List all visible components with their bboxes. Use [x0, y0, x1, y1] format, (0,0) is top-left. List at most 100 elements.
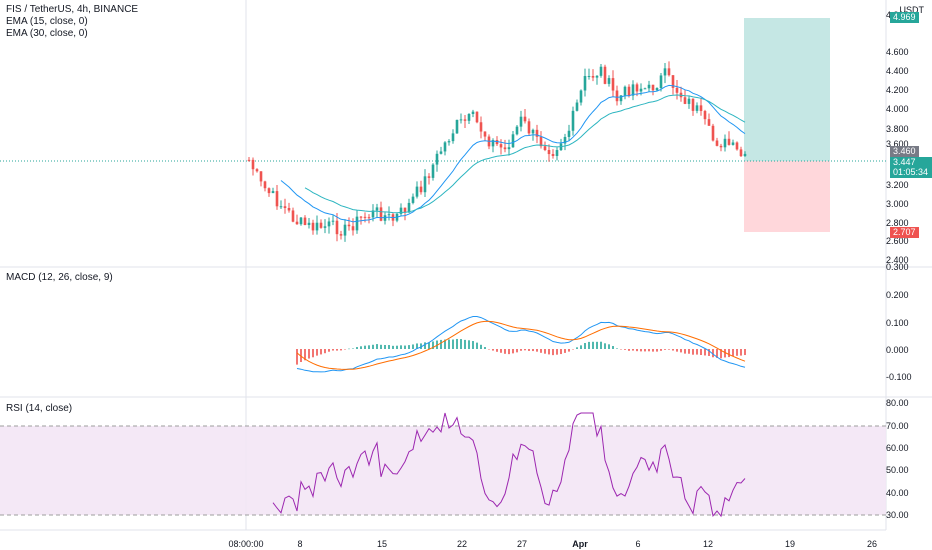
macd-histogram-bar	[408, 345, 410, 349]
candle-body	[355, 216, 359, 231]
candle-body	[547, 150, 551, 155]
macd-histogram-bar	[668, 349, 670, 350]
candle-body	[607, 78, 611, 84]
macd-histogram-bar	[732, 349, 734, 357]
candle-body	[735, 142, 739, 150]
candle-body	[439, 151, 443, 154]
macd-histogram-bar	[480, 344, 482, 349]
candle-body	[723, 138, 727, 148]
candle-body	[323, 226, 327, 228]
macd-histogram-bar	[444, 339, 446, 349]
macd-histogram-bar	[556, 349, 558, 355]
candle-body	[719, 145, 723, 148]
macd-histogram-bar	[688, 349, 690, 354]
candle-body	[483, 131, 487, 137]
macd-histogram-bar	[340, 349, 342, 351]
price-tick: 2.400	[886, 255, 909, 265]
rsi-tick: 50.00	[886, 465, 909, 475]
candle-body	[531, 129, 535, 134]
macd-histogram-bar	[664, 349, 666, 350]
macd-tick: -0.100	[886, 372, 912, 382]
macd-histogram-bar	[404, 345, 406, 349]
candle-body	[555, 150, 559, 156]
macd-histogram-bar	[656, 349, 658, 352]
candlestick-series	[247, 61, 747, 242]
stop-zone	[744, 161, 830, 232]
candle-body	[595, 75, 599, 78]
macd-histogram-bar	[528, 349, 530, 351]
macd-histogram-bar	[296, 349, 298, 365]
rsi-legend[interactable]: RSI (14, close)	[6, 403, 73, 414]
macd-histogram-bar	[704, 349, 706, 356]
ema-slow-legend[interactable]: EMA (30, close, 0)	[6, 28, 88, 39]
candle-body	[695, 105, 699, 111]
time-tick: 6	[635, 539, 641, 549]
macd-histogram-bar	[584, 343, 586, 349]
candle-body	[327, 221, 331, 227]
macd-histogram-bar	[316, 349, 318, 356]
macd-histogram-bar	[380, 344, 382, 349]
candle-body	[431, 164, 435, 178]
candle-body	[575, 102, 579, 111]
macd-histogram-bar	[424, 342, 426, 349]
candle-body	[639, 88, 643, 92]
candle-body	[459, 119, 463, 121]
target-zone	[744, 18, 830, 161]
candle-body	[259, 171, 263, 182]
candle-body	[651, 84, 655, 91]
candle-body	[399, 207, 403, 214]
candle-body	[475, 111, 479, 123]
macd-histogram-bar	[548, 349, 550, 355]
macd-histogram-bar	[712, 349, 714, 358]
macd-histogram-bar	[560, 349, 562, 355]
macd-histogram-bar	[616, 348, 618, 349]
candle-body	[727, 138, 731, 145]
macd-histogram-bar	[372, 344, 374, 349]
macd-histogram-bar	[640, 349, 642, 352]
candle-body	[535, 129, 539, 137]
macd-histogram-bar	[376, 344, 378, 349]
macd-histogram-bar	[400, 345, 402, 349]
macd-tick: 0.200	[886, 290, 909, 300]
macd-histogram-bar	[512, 349, 514, 354]
candle-body	[603, 66, 607, 84]
candle-body	[599, 66, 603, 76]
price-tick: 4.200	[886, 85, 909, 95]
candle-body	[271, 191, 275, 194]
ema-fast-legend[interactable]: EMA (15, close, 0)	[6, 16, 88, 27]
macd-histogram-bar	[456, 338, 458, 349]
candle-body	[643, 88, 647, 90]
macd-histogram-bar	[724, 349, 726, 358]
macd-histogram-bar	[460, 339, 462, 349]
rsi-tick: 80.00	[886, 398, 909, 408]
candle-body	[503, 147, 507, 150]
candle-countdown-tag: 01:05:34	[890, 167, 932, 178]
candle-body	[427, 176, 431, 178]
price-tick: 2.800	[886, 218, 909, 228]
macd-histogram-bar	[440, 339, 442, 349]
price-tick: 3.000	[886, 199, 909, 209]
candle-body	[523, 116, 527, 122]
macd-histogram-bar	[540, 349, 542, 353]
candle-body	[551, 154, 555, 156]
candle-body	[451, 133, 455, 142]
prev-close-tag: 3.460	[890, 146, 919, 157]
macd-histogram-bar	[572, 349, 574, 350]
candle-body	[691, 98, 695, 111]
macd-legend[interactable]: MACD (12, 26, close, 9)	[6, 272, 113, 283]
candle-body	[687, 98, 691, 104]
candle-body	[671, 75, 675, 88]
candle-body	[507, 147, 511, 150]
candle-body	[287, 208, 291, 211]
macd-histogram-bar	[412, 344, 414, 349]
macd-histogram-bar	[696, 349, 698, 355]
macd-histogram-bar	[452, 339, 454, 349]
macd-histogram-bar	[368, 345, 370, 349]
candle-body	[655, 88, 659, 91]
macd-histogram-bar	[496, 349, 498, 352]
candle-body	[359, 216, 363, 218]
rsi-tick: 60.00	[886, 443, 909, 453]
candle-body	[307, 222, 311, 225]
candle-body	[255, 169, 259, 172]
